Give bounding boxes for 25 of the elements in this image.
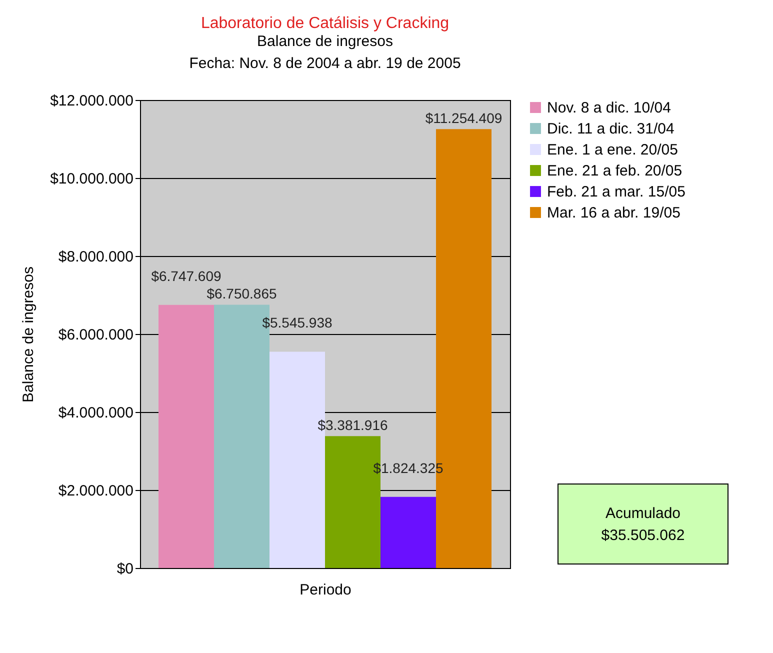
legend-label: Feb. 21 a mar. 15/05 (547, 184, 686, 200)
y-tick-label: $0 (116, 560, 134, 578)
chart-subtitle: Balance de ingresos Fecha: Nov. 8 de 2004 a abr. 19 de 2005 (189, 33, 461, 72)
bar (158, 304, 214, 568)
data-label: $11.254.409 (425, 110, 502, 126)
y-axis-title: Balance de ingresos (20, 266, 38, 402)
data-label: $6.750.865 (206, 286, 277, 302)
y-tick-label: $8.000.000 (58, 248, 134, 266)
x-axis-title: Periodo (300, 582, 352, 598)
chart-title: Laboratorio de Catálisis y Cracking (200, 15, 450, 32)
legend-label: Ene. 21 a feb. 20/05 (547, 162, 682, 180)
y-tick-label: $6.000.000 (58, 326, 134, 344)
data-label: $3.381.916 (318, 417, 388, 434)
legend-label: Nov. 8 a dic. 10/04 (547, 100, 671, 116)
y-tick-label: $2.000.000 (58, 482, 134, 500)
y-tick-label: $10.000.000 (50, 170, 134, 188)
text: Acumulado $35.505.062 (601, 505, 685, 544)
data-label: $6.747.609 (151, 268, 222, 284)
data-label: $5.545.938 (262, 314, 332, 331)
legend-label: Dic. 11 a dic. 31/04 (547, 120, 674, 138)
bar (380, 496, 436, 568)
y-tick-label: $4.000.000 (58, 404, 134, 422)
legend-label: Mar. 16 a abr. 19/05 (547, 204, 680, 222)
legend-label: Ene. 1 a ene. 20/05 (547, 142, 678, 158)
y-tick-label: $12.000.000 (50, 92, 134, 110)
